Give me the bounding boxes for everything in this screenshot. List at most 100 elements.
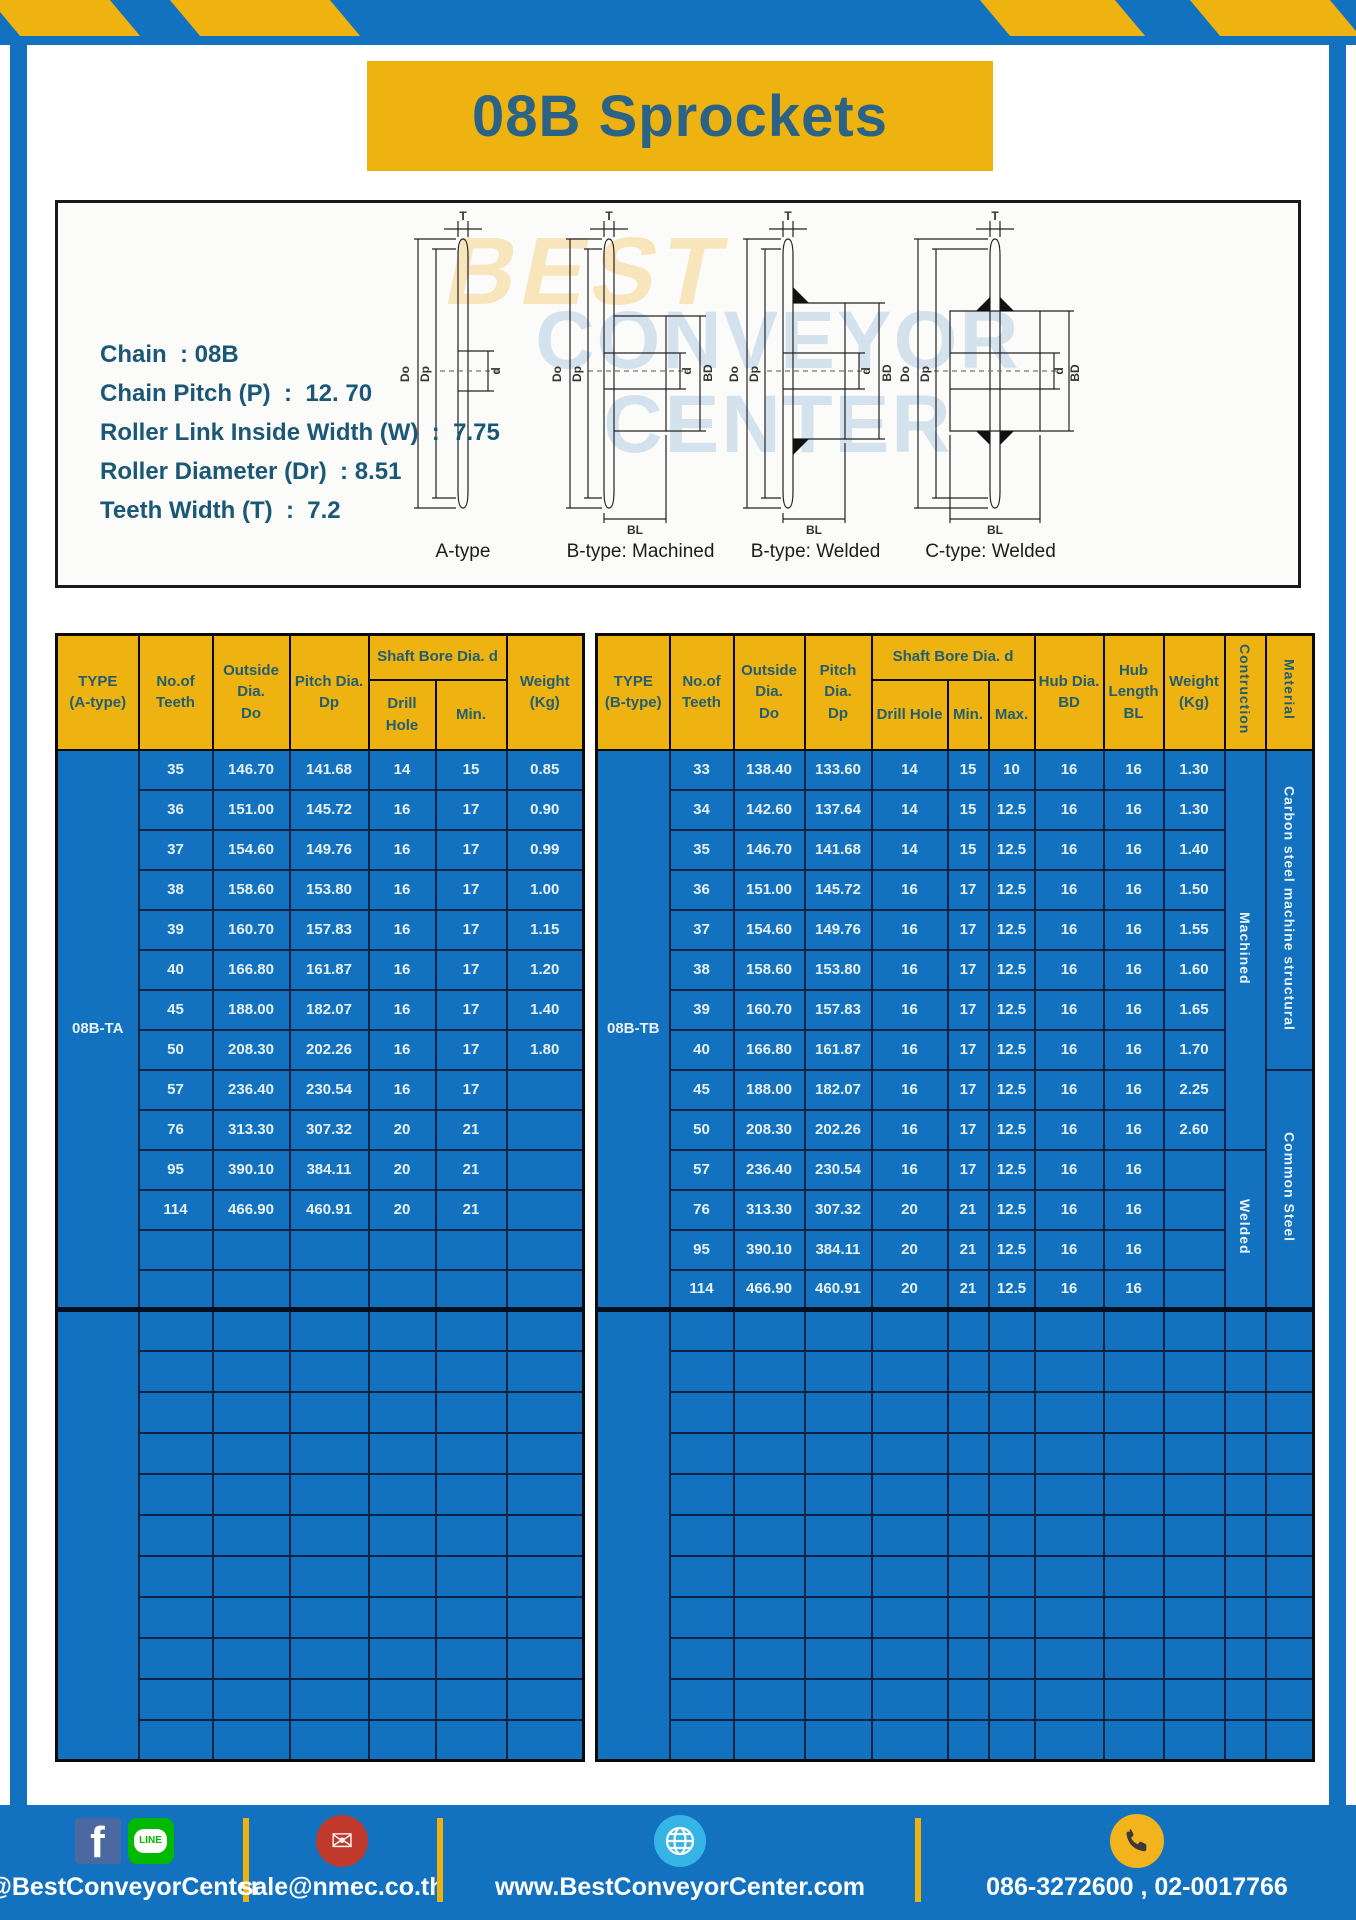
table-cell: 21 bbox=[946, 1188, 990, 1231]
table-cell bbox=[1264, 1595, 1315, 1639]
table-cell bbox=[732, 1677, 806, 1721]
table-cell: 21 bbox=[946, 1228, 990, 1271]
table-cell: 17 bbox=[946, 1028, 990, 1071]
table-cell: 38 bbox=[668, 948, 735, 991]
table-cell: 1.80 bbox=[505, 1028, 585, 1071]
table-cell: 145.72 bbox=[288, 788, 370, 831]
table-cell: 202.26 bbox=[803, 1108, 873, 1151]
table-cell: 1.30 bbox=[1162, 788, 1226, 831]
table-cell bbox=[505, 1228, 585, 1271]
table-cell bbox=[434, 1718, 508, 1762]
table-cell bbox=[367, 1307, 437, 1352]
table-cell: 157.83 bbox=[288, 908, 370, 951]
table-cell bbox=[946, 1677, 990, 1721]
table-cell: 76 bbox=[137, 1108, 214, 1151]
table-cell: 12.5 bbox=[987, 788, 1036, 831]
table-cell: 1.65 bbox=[1162, 988, 1226, 1031]
table-row: 95 390.10 384.11 20 21 bbox=[57, 1148, 585, 1191]
table-cell: 16 bbox=[367, 988, 437, 1031]
spec-line: Teeth Width (T) : 7.2 bbox=[100, 497, 341, 524]
drawing-label: C-type: Welded bbox=[925, 541, 1056, 562]
footer-divider bbox=[243, 1818, 249, 1902]
table-cell: 114 bbox=[668, 1268, 735, 1311]
col-header-max: Max. bbox=[987, 678, 1036, 751]
table-cell: 12.5 bbox=[987, 1108, 1036, 1151]
table-cell: 2.60 bbox=[1162, 1108, 1226, 1151]
table-cell: 141.68 bbox=[803, 828, 873, 871]
table-cell bbox=[434, 1307, 508, 1352]
website-url[interactable]: www.BestConveyorCenter.com bbox=[494, 1873, 865, 1901]
table-cell: 12.5 bbox=[987, 828, 1036, 871]
table-cell bbox=[505, 1390, 585, 1434]
type-cell: 08B-TB bbox=[595, 748, 671, 1311]
table-cell: 16 bbox=[1102, 1068, 1165, 1111]
table-cell bbox=[946, 1595, 990, 1639]
table-cell bbox=[211, 1307, 291, 1352]
col-header-outside-dia: Outside Dia. Do bbox=[732, 633, 806, 751]
footer-website: www.BestConveyorCenter.com bbox=[450, 1812, 910, 1902]
table-cell bbox=[870, 1718, 949, 1762]
table-cell bbox=[1102, 1307, 1165, 1352]
table-cell bbox=[946, 1307, 990, 1352]
table-cell: 57 bbox=[137, 1068, 214, 1111]
table-row: 40 166.80 161.87 16 17 12.5 16 16 1.70 bbox=[597, 1028, 1314, 1071]
table-cell bbox=[505, 1108, 585, 1151]
table-cell: 20 bbox=[367, 1148, 437, 1191]
col-header-pitch-dia: Pitch Dia. Dp bbox=[288, 633, 370, 751]
table-cell bbox=[211, 1228, 291, 1271]
table-cell bbox=[870, 1390, 949, 1434]
hazard-stripe bbox=[0, 0, 141, 36]
table-cell: 36 bbox=[137, 788, 214, 831]
table-cell bbox=[137, 1431, 214, 1475]
table-cell bbox=[1264, 1636, 1315, 1680]
footer-phone: 086-3272600 , 02-0017766 bbox=[928, 1812, 1346, 1902]
table-cell bbox=[1033, 1513, 1105, 1557]
table-cell: 0.85 bbox=[505, 748, 585, 791]
table-cell: 2.25 bbox=[1162, 1068, 1226, 1111]
phone-icon[interactable] bbox=[1110, 1814, 1164, 1868]
table-cell bbox=[288, 1431, 370, 1475]
table-cell bbox=[1223, 1349, 1267, 1393]
email-icon[interactable]: ✉ bbox=[316, 1815, 368, 1867]
spec-line: Roller Diameter (Dr) : 8.51 bbox=[100, 458, 402, 485]
col-header-weight: Weight (Kg) bbox=[1162, 633, 1226, 751]
table-row: 37 154.60 149.76 16 17 0.99 bbox=[57, 828, 585, 871]
table-row: 34 142.60 137.64 14 15 12.5 16 16 1.30 bbox=[597, 788, 1314, 831]
table-cell: 154.60 bbox=[732, 908, 806, 951]
svg-text:BD: BD bbox=[701, 364, 715, 382]
table-cell: 21 bbox=[946, 1268, 990, 1311]
table-cell: 0.99 bbox=[505, 828, 585, 871]
line-icon[interactable]: LINE bbox=[127, 1818, 174, 1864]
table-cell bbox=[946, 1390, 990, 1434]
table-cell bbox=[434, 1349, 508, 1393]
table-cell bbox=[1162, 1307, 1226, 1352]
table-cell bbox=[505, 1554, 585, 1598]
table-cell bbox=[1264, 1513, 1315, 1557]
facebook-icon[interactable]: f bbox=[74, 1818, 121, 1864]
email-address[interactable]: sale@nmec.co.th bbox=[239, 1873, 445, 1901]
phone-numbers[interactable]: 086-3272600 , 02-0017766 bbox=[986, 1873, 1288, 1901]
table-row bbox=[597, 1595, 1315, 1639]
table-cell bbox=[1162, 1718, 1226, 1762]
table-cell: 16 bbox=[1102, 748, 1165, 791]
table-cell: 17 bbox=[946, 988, 990, 1031]
social-handle[interactable]: @BestConveyorCenter bbox=[0, 1873, 261, 1901]
table-cell: 17 bbox=[434, 988, 508, 1031]
table-cell: 307.32 bbox=[803, 1188, 873, 1231]
table-cell bbox=[987, 1513, 1036, 1557]
table-cell: 466.90 bbox=[732, 1268, 806, 1311]
table-row: 114 466.90 460.91 20 21 12.5 16 16 bbox=[597, 1268, 1314, 1311]
table-cell: 133.60 bbox=[803, 748, 873, 791]
type-cell: 08B-TA bbox=[55, 748, 140, 1311]
col-header-shaft-bore: Shaft Bore Dia. d bbox=[870, 633, 1036, 681]
table-cell bbox=[1162, 1431, 1226, 1475]
table-cell bbox=[987, 1349, 1036, 1393]
table-cell: 14 bbox=[870, 828, 949, 871]
table-row bbox=[597, 1677, 1315, 1721]
table-cell: 34 bbox=[668, 788, 735, 831]
table-cell bbox=[434, 1472, 508, 1516]
globe-icon[interactable] bbox=[654, 1815, 706, 1867]
table-row bbox=[57, 1513, 585, 1557]
table-row bbox=[55, 1307, 585, 1762]
table-cell: 21 bbox=[434, 1108, 508, 1151]
